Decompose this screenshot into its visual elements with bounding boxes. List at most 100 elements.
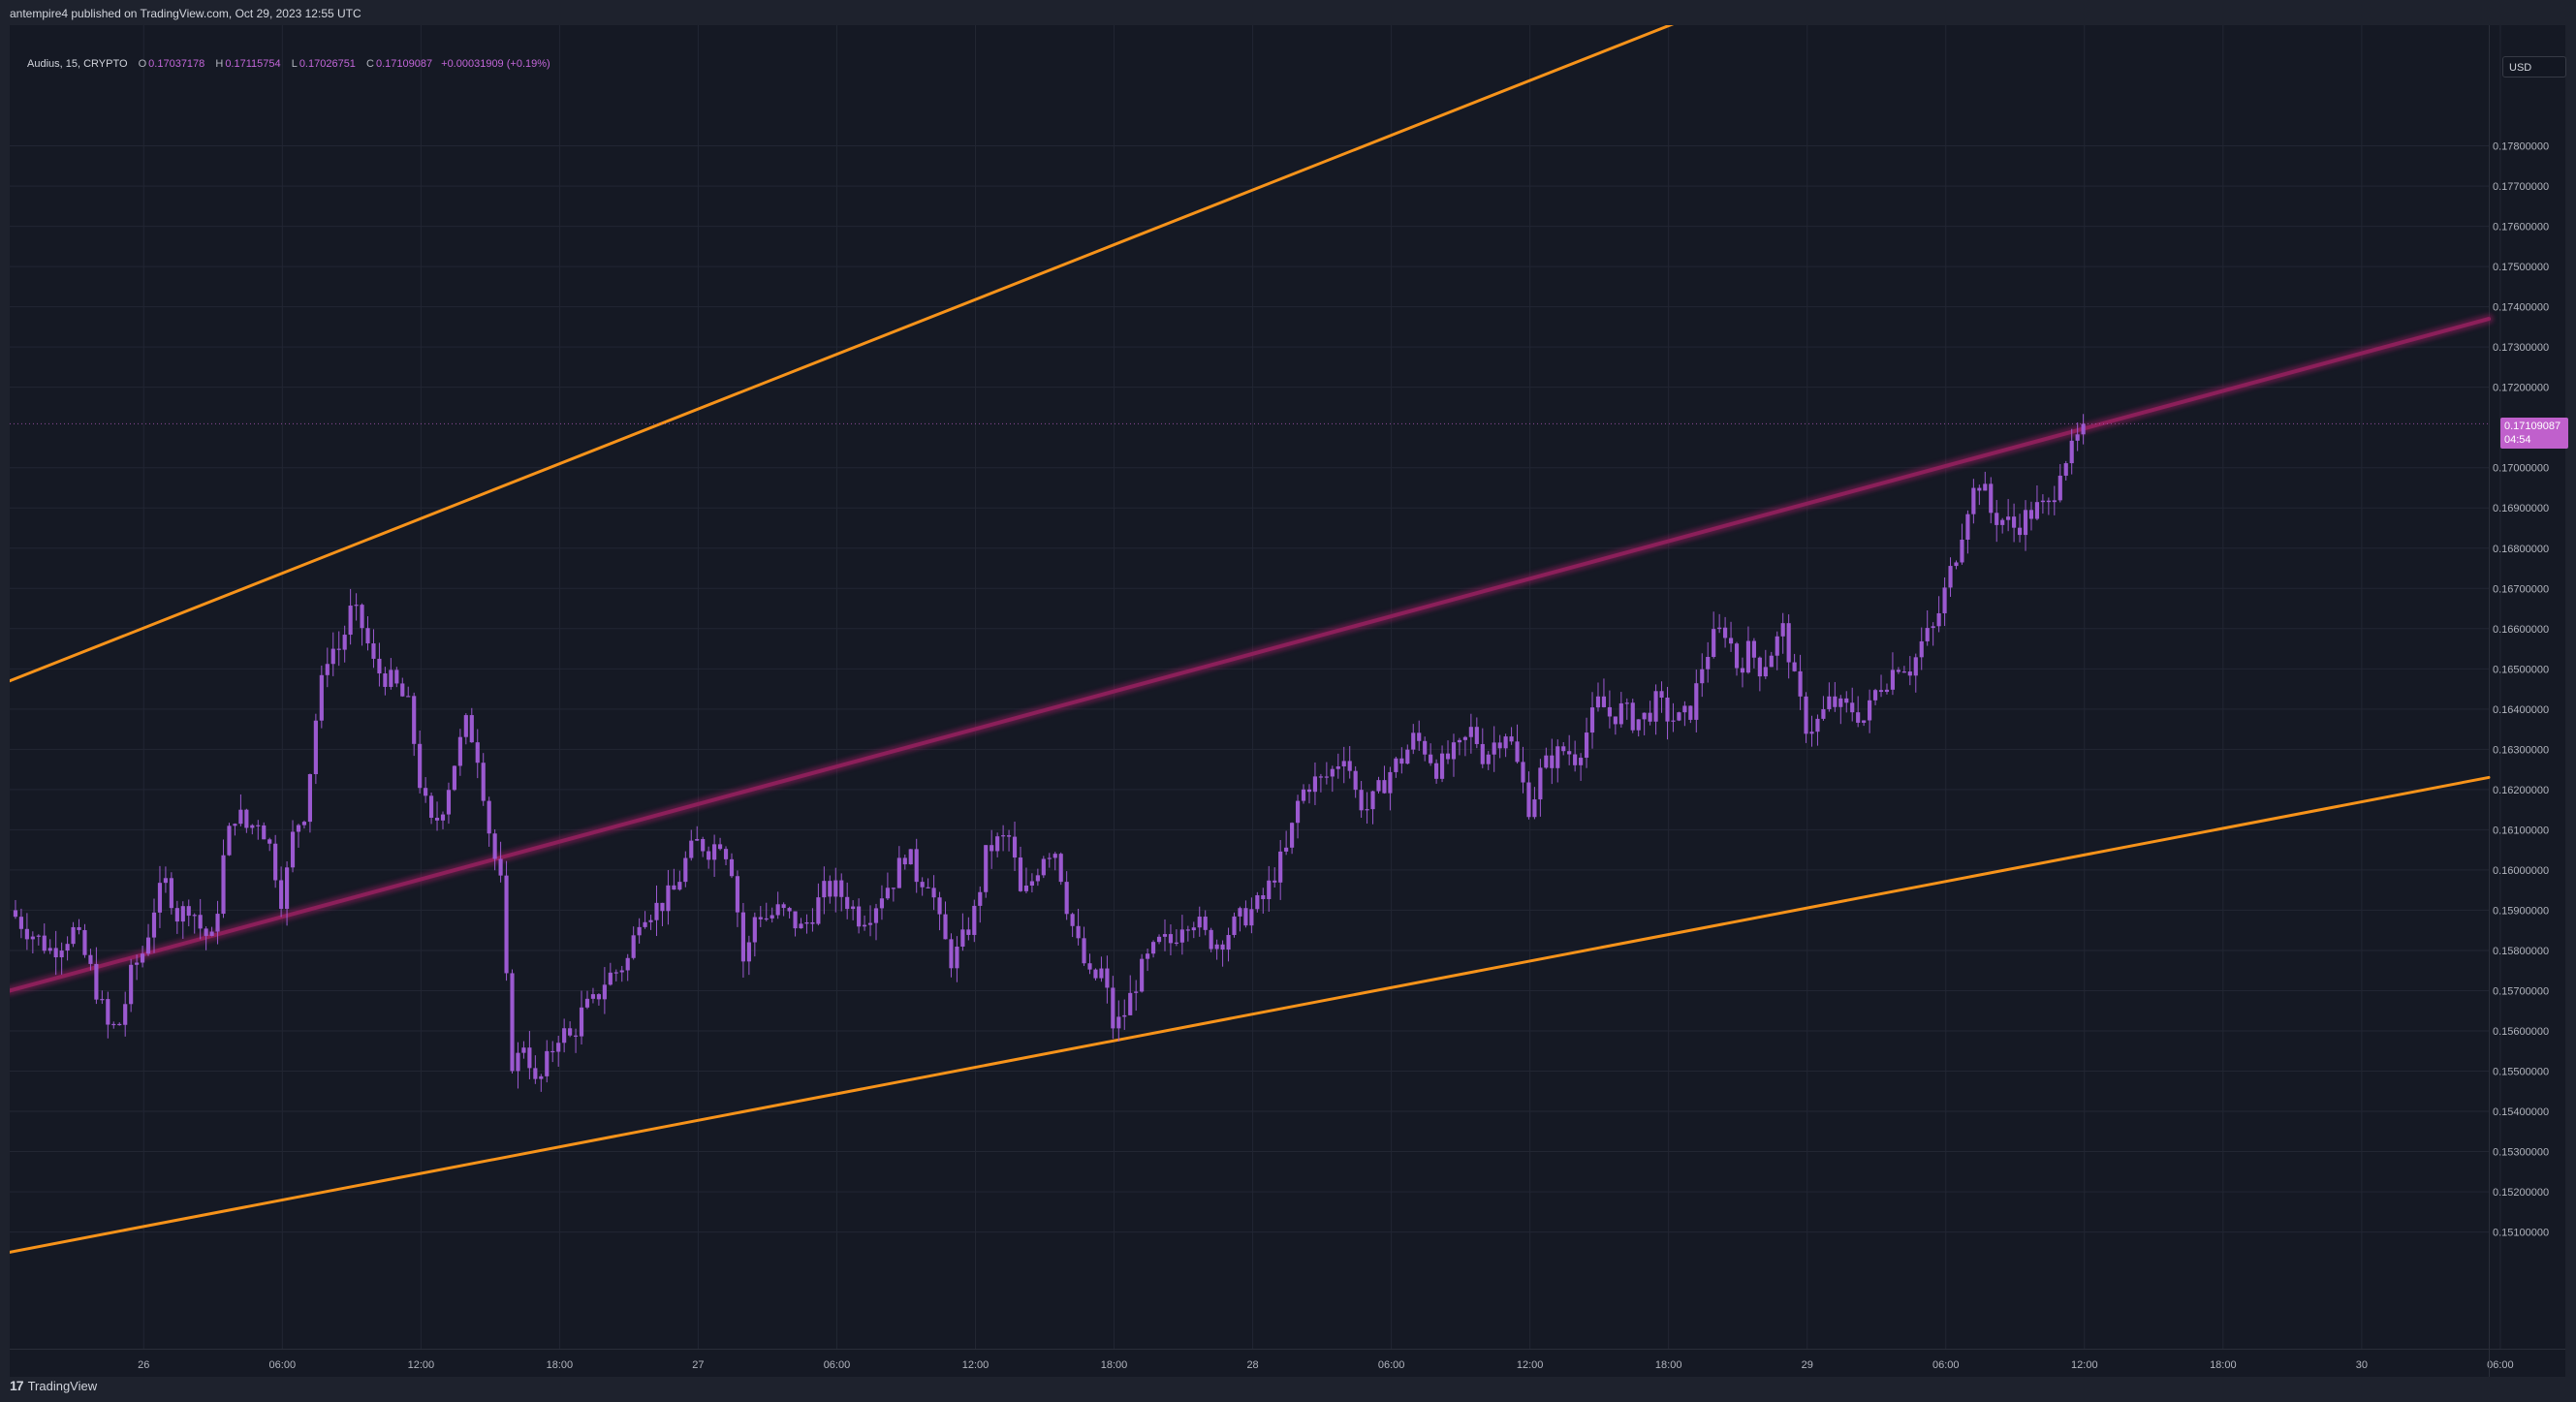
candle-body <box>504 875 509 974</box>
candle <box>579 990 584 1045</box>
candle-body <box>111 1023 116 1026</box>
candle <box>301 820 307 829</box>
candle <box>960 913 965 951</box>
candle <box>1792 653 1797 672</box>
candle <box>637 918 642 944</box>
candle-body <box>1671 720 1676 722</box>
candle-body <box>129 964 134 1005</box>
candle <box>169 872 173 915</box>
candle-body <box>325 664 330 675</box>
candle-body <box>342 635 347 650</box>
candle-body <box>914 849 919 883</box>
candle <box>984 845 989 898</box>
candle <box>1728 621 1734 652</box>
candle <box>1439 745 1445 783</box>
candle <box>1521 746 1525 794</box>
candle-body <box>781 904 786 909</box>
price-chart[interactable]: 0.17800000 0.17700000 0.17600000 0.17500000… <box>10 25 2565 1377</box>
candle-body <box>238 809 243 825</box>
candle-body <box>1550 755 1555 768</box>
candle <box>371 629 376 669</box>
price-tick-label: 0.16300000 <box>2493 744 2549 756</box>
candle-body <box>1931 626 1935 629</box>
candle <box>723 846 729 866</box>
candle <box>1324 762 1329 785</box>
candle <box>920 877 925 896</box>
candle <box>1203 910 1208 936</box>
candle-body <box>492 833 497 859</box>
candle-body <box>1111 987 1115 1029</box>
candle-body <box>1555 746 1560 768</box>
candle <box>348 588 353 645</box>
candle <box>1174 929 1178 947</box>
candle-body <box>140 953 145 963</box>
candle-body <box>336 648 341 650</box>
candle <box>781 902 786 917</box>
candle-body <box>1688 705 1693 720</box>
candle-body <box>1474 727 1479 744</box>
price-tick-label: 0.17000000 <box>2493 463 2549 475</box>
candle-body <box>1290 823 1295 848</box>
candle-body <box>1272 880 1277 883</box>
price-tick-label: 0.15100000 <box>2493 1228 2549 1239</box>
tradingview-brand[interactable]: 17 TradingView <box>10 1378 97 1393</box>
candle <box>550 1041 555 1063</box>
candle-body <box>1538 767 1543 800</box>
candle <box>1919 627 1924 670</box>
candle <box>966 917 971 941</box>
candle-body <box>568 1028 573 1036</box>
candle-body <box>1099 968 1104 979</box>
candle <box>2028 501 2034 531</box>
candle-body <box>1798 670 1803 697</box>
candle <box>1872 688 1878 705</box>
candle-body <box>1486 754 1491 764</box>
candle-body <box>1209 929 1213 950</box>
chart-area[interactable]: 0.17800000 0.17700000 0.17600000 0.17500000… <box>10 25 2568 1377</box>
candle-body <box>2069 440 2074 464</box>
candle <box>192 913 197 934</box>
candle-body <box>406 696 411 698</box>
candle <box>452 764 456 792</box>
candle <box>1156 934 1162 945</box>
candle <box>469 707 474 743</box>
candle <box>1220 940 1225 967</box>
candle-body <box>192 915 197 917</box>
candle-body <box>94 963 99 1000</box>
candle-body <box>845 896 850 910</box>
candle-body <box>873 908 879 923</box>
price-tick-label: 0.15900000 <box>2493 905 2549 917</box>
candle-body <box>348 606 353 636</box>
candle <box>198 898 203 940</box>
candle-body <box>1405 749 1410 764</box>
price-tick-label: 0.15200000 <box>2493 1187 2549 1199</box>
legend-close-label: C <box>366 58 374 70</box>
candle <box>204 926 208 950</box>
candle <box>1833 681 1838 712</box>
price-tick-label: 0.17200000 <box>2493 383 2549 394</box>
candle <box>1272 867 1277 888</box>
candle-body <box>562 1028 567 1044</box>
candle-body <box>1122 1014 1127 1017</box>
candle-body <box>1838 698 1843 707</box>
price-tick-label: 0.15400000 <box>2493 1106 2549 1118</box>
candle-body <box>1382 780 1387 794</box>
candle <box>1197 906 1202 937</box>
candle <box>1751 638 1756 669</box>
candle <box>1561 741 1566 756</box>
candle <box>1434 759 1439 784</box>
candle <box>1417 720 1422 751</box>
candle <box>666 869 671 925</box>
candle <box>342 625 347 663</box>
candle-body <box>2075 434 2080 441</box>
candle <box>377 642 382 687</box>
candle-body <box>77 926 81 930</box>
candle <box>1948 557 1953 597</box>
candle <box>1769 651 1774 668</box>
candle-body <box>330 648 335 665</box>
candle <box>215 900 220 945</box>
trend-lines <box>10 25 2494 1254</box>
candle <box>891 888 895 902</box>
currency-button[interactable]: USD <box>2502 56 2566 78</box>
candle-body <box>1179 929 1184 943</box>
last-price-value: 0.17109087 <box>2504 421 2561 433</box>
